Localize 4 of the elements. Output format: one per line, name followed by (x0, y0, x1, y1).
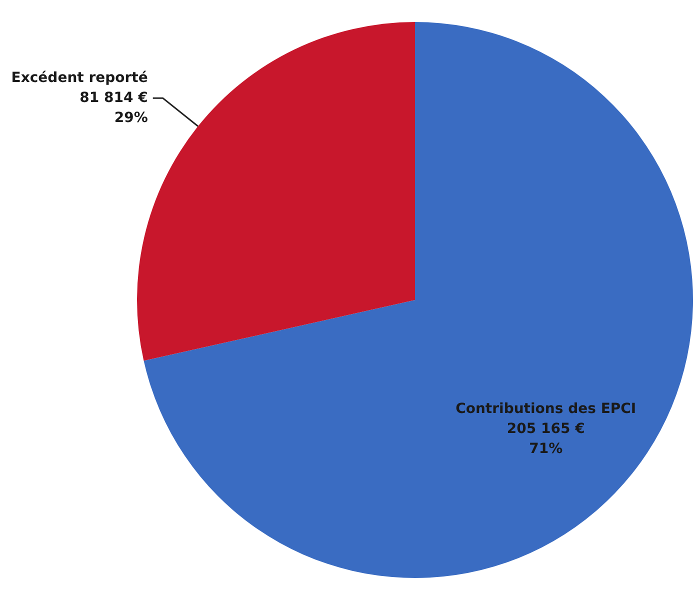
slice-label: Excédent reporté (11, 70, 148, 86)
data-label: 205 165 € 71% (506, 420, 585, 457)
data-label: 81 814 € 29% (80, 90, 148, 126)
slice-label: Contributions des EPCI (456, 400, 636, 417)
